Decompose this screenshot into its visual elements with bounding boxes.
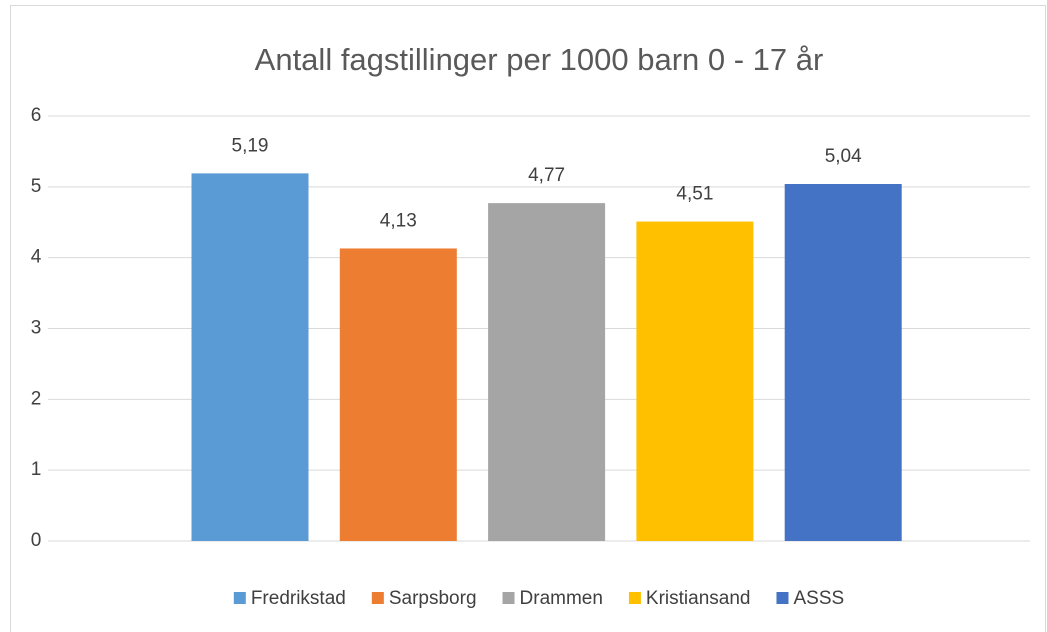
legend-label: Drammen [520, 588, 603, 609]
data-label: 5,19 [232, 135, 269, 156]
legend-swatch [628, 592, 641, 604]
y-tick-label: 1 [31, 459, 42, 480]
legend-label: Sarpsborg [389, 588, 477, 609]
bar [191, 173, 309, 541]
legend-swatch [776, 592, 789, 604]
y-tick-label: 3 [31, 318, 42, 339]
legend-swatch [502, 592, 515, 604]
legend-label: Kristiansand [646, 588, 751, 609]
y-tick-label: 0 [31, 530, 42, 551]
y-tick-label: 2 [31, 388, 42, 409]
legend-label: Fredrikstad [251, 588, 346, 609]
legend-swatch [233, 592, 246, 604]
data-label: 4,13 [380, 210, 417, 231]
bar [488, 203, 606, 541]
y-tick-label: 5 [31, 176, 42, 197]
legend-swatch [371, 592, 384, 604]
data-label: 4,51 [676, 184, 713, 205]
data-label: 5,04 [825, 146, 862, 167]
y-tick-label: 4 [31, 247, 42, 268]
bar [636, 221, 754, 541]
data-label: 4,77 [528, 165, 565, 186]
y-tick-label: 6 [31, 105, 42, 126]
bar [339, 248, 457, 542]
legend-label: ASSS [793, 588, 844, 609]
chart-title: Antall fagstillinger per 1000 barn 0 - 1… [255, 42, 824, 77]
bar [784, 184, 902, 541]
